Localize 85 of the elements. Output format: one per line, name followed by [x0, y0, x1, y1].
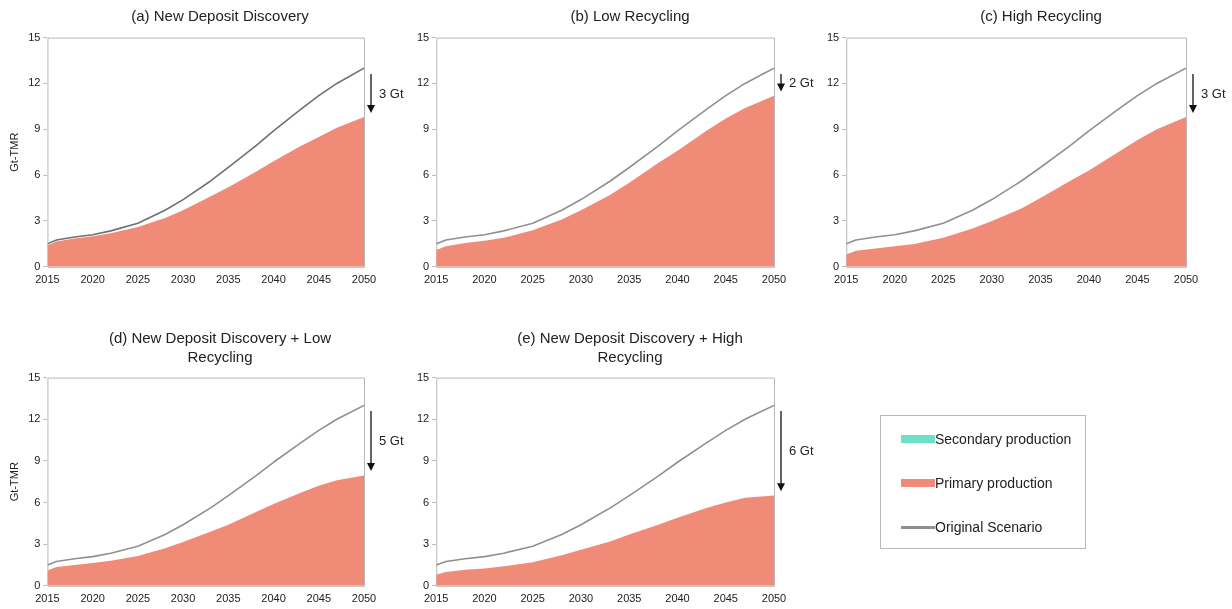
- x-tick-label: 2040: [665, 273, 690, 286]
- y-tick-label: 0: [34, 578, 41, 591]
- x-tick-label: 2035: [617, 273, 642, 286]
- x-tick-label: 2045: [713, 592, 738, 605]
- x-tick-label: 2045: [1125, 273, 1150, 286]
- y-tick-label: 15: [28, 30, 41, 43]
- y-tick-label: 0: [423, 259, 430, 272]
- text: 3 Gt: [1201, 84, 1226, 103]
- y-tick-label: 15: [826, 30, 840, 43]
- x-tick-label: 2035: [617, 592, 642, 605]
- legend-label: Original Scenario: [935, 519, 1043, 535]
- y-tick-label: 0: [34, 259, 41, 272]
- x-tick-label: 2020: [472, 273, 497, 286]
- x-tick-label: 2020: [80, 592, 105, 605]
- x-tick-label: 2030: [170, 592, 196, 605]
- y-tick-label: 3: [34, 213, 41, 226]
- y-tick-label: 12: [416, 76, 430, 89]
- x-tick-label: 2040: [261, 273, 286, 286]
- chart-title: (b) Low Recycling: [569, 6, 690, 26]
- y-axis-title: Gt-TMR: [7, 132, 20, 172]
- x-tick-label: 2015: [35, 592, 60, 605]
- y-axis-title: Gt-TMR: [7, 462, 20, 502]
- y-tick-label: 15: [416, 30, 430, 43]
- x-tick-label: 2050: [1173, 273, 1199, 286]
- text: 3 Gt: [379, 84, 404, 103]
- x-tick-label: 2025: [125, 592, 151, 605]
- y-tick-label: 12: [28, 412, 41, 425]
- y-tick-label: 9: [423, 453, 430, 466]
- y-tick-label: 6: [34, 168, 41, 181]
- x-tick-label: 2015: [35, 273, 60, 286]
- text: 5 Gt: [379, 432, 404, 451]
- x-tick-label: 2015: [423, 592, 449, 605]
- y-tick-label: 6: [423, 168, 430, 181]
- y-tick-label: 12: [28, 76, 41, 89]
- x-tick-label: 2030: [170, 273, 196, 286]
- x-tick-label: 2025: [931, 273, 956, 286]
- chart-title: (d) New Deposit Discovery + Low Recycling: [107, 328, 333, 367]
- text: 6 Gt: [789, 442, 814, 461]
- x-tick-label: 2040: [665, 592, 690, 605]
- chart-title: (e) New Deposit Discovery + High Recycling: [516, 328, 744, 367]
- x-tick-label: 2025: [520, 592, 545, 605]
- chart-title: (a) New Deposit Discovery: [130, 6, 309, 26]
- x-tick-label: 2050: [761, 592, 787, 605]
- y-tick-label: 15: [416, 370, 430, 383]
- y-tick-label: 0: [423, 578, 430, 591]
- x-tick-label: 2035: [216, 273, 241, 286]
- x-tick-label: 2030: [979, 273, 1005, 286]
- x-tick-label: 2030: [568, 592, 594, 605]
- x-tick-label: 2050: [351, 273, 377, 286]
- x-tick-label: 2050: [351, 592, 377, 605]
- x-tick-label: 2020: [472, 592, 497, 605]
- y-tick-label: 9: [34, 122, 41, 135]
- x-tick-label: 2045: [306, 592, 332, 605]
- x-tick-label: 2040: [1076, 273, 1102, 286]
- x-tick-label: 2020: [882, 273, 908, 286]
- y-tick-label: 0: [833, 259, 840, 272]
- y-tick-label: 12: [826, 76, 840, 89]
- x-tick-label: 2050: [761, 273, 787, 286]
- x-tick-label: 2035: [216, 592, 241, 605]
- y-tick-label: 9: [423, 122, 430, 135]
- y-tick-label: 6: [34, 495, 41, 508]
- text: 2 Gt: [789, 73, 814, 92]
- y-tick-label: 9: [34, 453, 41, 466]
- y-tick-label: 3: [833, 213, 840, 226]
- x-tick-label: 2015: [833, 273, 859, 286]
- chart-title: (c) High Recycling: [979, 6, 1102, 26]
- x-tick-label: 2045: [306, 273, 332, 286]
- y-tick-label: 9: [833, 122, 840, 135]
- x-tick-label: 2035: [1028, 273, 1053, 286]
- x-tick-label: 2030: [568, 273, 594, 286]
- x-tick-label: 2020: [80, 273, 105, 286]
- x-tick-label: 2015: [423, 273, 449, 286]
- y-tick-label: 6: [423, 495, 430, 508]
- x-tick-label: 2045: [713, 273, 738, 286]
- y-tick-label: 12: [416, 412, 430, 425]
- y-tick-label: 6: [833, 168, 840, 181]
- y-tick-label: 3: [34, 537, 41, 550]
- x-tick-label: 2040: [261, 592, 286, 605]
- y-tick-label: 15: [28, 370, 41, 383]
- legend-label: Primary production: [935, 475, 1053, 491]
- y-tick-label: 3: [423, 537, 430, 550]
- y-tick-label: 3: [423, 213, 430, 226]
- x-tick-label: 2025: [520, 273, 545, 286]
- legend-label: Secondary production: [935, 431, 1072, 447]
- x-tick-label: 2025: [125, 273, 151, 286]
